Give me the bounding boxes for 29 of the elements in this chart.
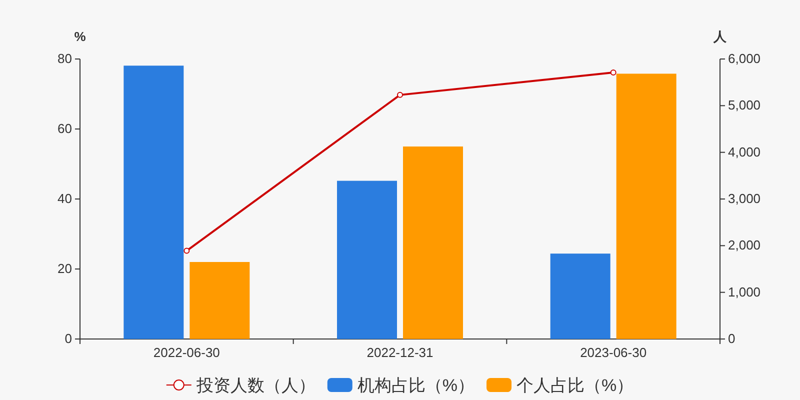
y-tick-label: 20	[58, 261, 72, 276]
bar	[550, 254, 610, 339]
x-tick-label: 2022-06-30	[153, 345, 220, 360]
y-tick-label: 60	[58, 121, 72, 136]
y-tick-label: 80	[58, 51, 72, 66]
y2-tick-label: 1,000	[728, 284, 761, 300]
y-tick-label: 40	[58, 191, 72, 206]
x-tick-label: 2023-06-30	[580, 345, 647, 360]
y2-tick-label: 0	[728, 331, 736, 346]
bar	[190, 262, 250, 339]
y2-tick-label: 6,000	[728, 51, 761, 66]
y-axis-title: %	[74, 29, 86, 44]
bar	[337, 180, 397, 339]
y2-tick-label: 5,000	[728, 98, 761, 113]
legend-label: 机构占比（%）	[357, 376, 474, 395]
bar	[403, 146, 463, 339]
point	[610, 70, 616, 76]
y2-axis-title: 人	[712, 29, 728, 44]
y2-tick-label: 2,000	[728, 238, 761, 253]
point	[397, 92, 403, 98]
bar	[616, 74, 676, 339]
y2-tick-label: 4,000	[728, 144, 761, 160]
point	[184, 248, 190, 254]
x-tick-label: 2022-12-31	[366, 345, 434, 360]
y-tick-label: 0	[64, 331, 72, 346]
legend-label: 投资人数（人）	[195, 376, 316, 395]
legend-label: 个人占比（%）	[516, 376, 634, 395]
bar	[124, 66, 184, 339]
y2-tick-label: 3,000	[728, 191, 761, 206]
